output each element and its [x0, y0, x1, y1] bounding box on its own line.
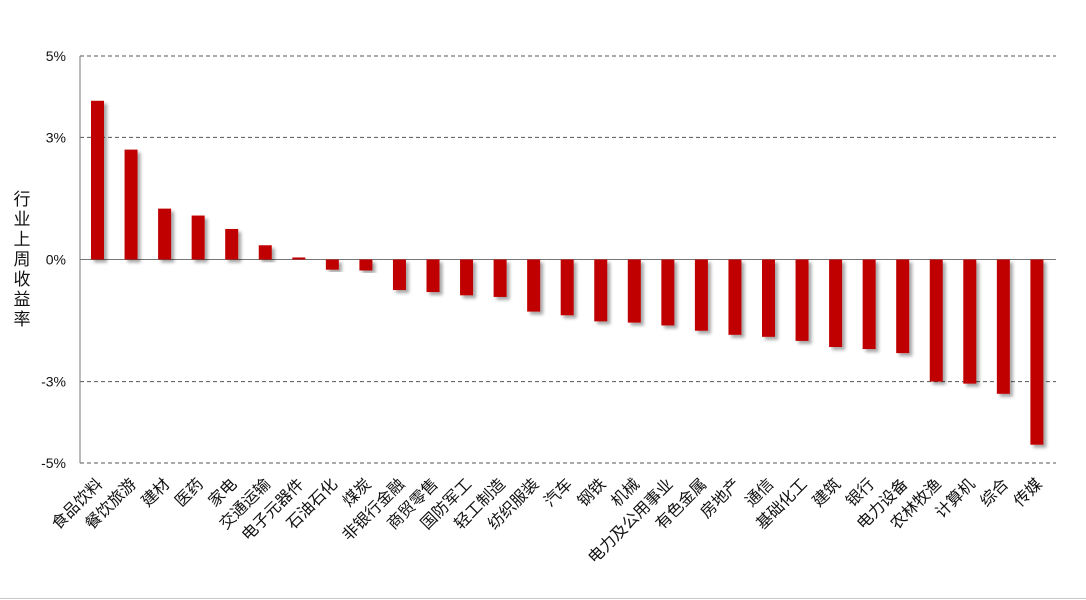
bar — [460, 259, 474, 296]
bar — [225, 228, 239, 260]
bar — [124, 149, 138, 260]
bar — [996, 259, 1010, 394]
bar — [829, 259, 843, 348]
category-label: 传媒 — [1010, 474, 1046, 510]
category-label: 汽车 — [540, 474, 576, 510]
bar — [426, 259, 440, 293]
bar — [661, 259, 675, 326]
bar — [594, 259, 608, 322]
y-axis-ticks: 5% 3% 0% -3% -5% — [41, 48, 66, 471]
y-tick-label: -3% — [41, 374, 66, 390]
y-tick-label: 5% — [46, 48, 66, 64]
bar — [963, 259, 977, 384]
bar — [493, 259, 507, 297]
category-label: 建材 — [137, 474, 173, 510]
bar — [1030, 259, 1044, 445]
bottom-border — [0, 598, 1086, 599]
bar — [527, 259, 541, 312]
bar — [762, 259, 775, 337]
bars — [91, 100, 1044, 445]
bar — [862, 259, 876, 350]
bar — [292, 257, 306, 260]
category-labels: 食品饮料餐饮旅游建材医药家电交通运输电子元器件石油石化煤炭非银行金融商贸零售国防… — [48, 474, 1046, 567]
bar — [325, 259, 339, 270]
bar — [627, 259, 641, 323]
bar — [795, 259, 809, 341]
gridlines — [80, 55, 1056, 464]
bar — [258, 245, 272, 260]
y-tick-label: 0% — [46, 252, 66, 268]
bar — [91, 100, 104, 260]
y-tick-label: -5% — [41, 455, 66, 471]
bar — [158, 208, 172, 260]
bar — [359, 259, 373, 271]
bar — [728, 259, 742, 335]
category-label: 建筑 — [808, 474, 844, 510]
y-axis-label: 行业上周收益率 — [13, 190, 31, 330]
bar — [929, 259, 943, 382]
bar — [896, 259, 910, 354]
bar — [191, 215, 205, 260]
bar — [560, 259, 574, 316]
category-label: 综合 — [976, 474, 1012, 510]
bar — [694, 259, 708, 331]
bar — [392, 259, 406, 291]
category-label: 医药 — [171, 474, 207, 510]
y-tick-label: 3% — [46, 129, 66, 145]
category-label: 钢铁 — [574, 474, 610, 510]
